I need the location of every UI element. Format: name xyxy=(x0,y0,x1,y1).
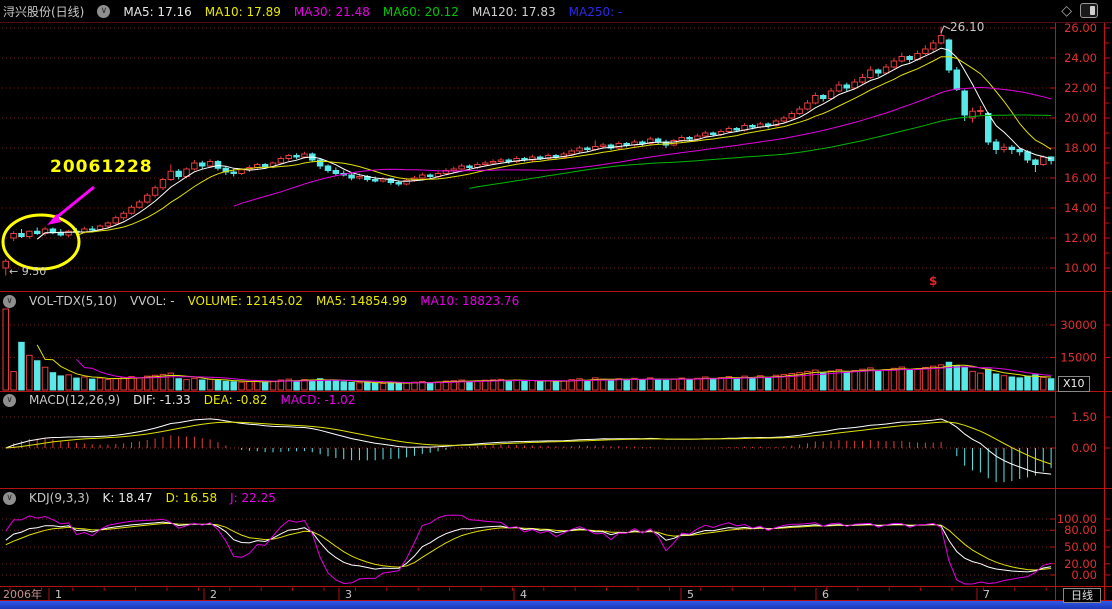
bottom-window-strip xyxy=(0,601,1112,609)
svg-text:2006年: 2006年 xyxy=(3,587,42,601)
ma10-value: MA10: 17.89 xyxy=(204,4,281,19)
d-value: D: 16.58 xyxy=(165,491,218,505)
svg-text:12.00: 12.00 xyxy=(1064,231,1097,245)
volume-pane-header: VOL-TDX(5,10) VVOL: - VOLUME: 12145.02 M… xyxy=(3,294,519,308)
svg-text:24.00: 24.00 xyxy=(1064,51,1097,65)
kdj-indicator-name: KDJ(9,3,3) xyxy=(29,491,90,505)
event-date-annotation: 20061228 xyxy=(50,157,153,177)
svg-text:0.00: 0.00 xyxy=(1071,568,1097,582)
collapse-main-icon[interactable] xyxy=(97,5,111,18)
svg-text:5: 5 xyxy=(687,588,694,601)
window-icon[interactable] xyxy=(1080,3,1098,18)
svg-text:20.00: 20.00 xyxy=(1064,557,1097,571)
svg-text:0.00: 0.00 xyxy=(1071,441,1097,455)
svg-text:15000: 15000 xyxy=(1060,351,1097,365)
dif-value: DIF: -1.33 xyxy=(133,393,191,407)
svg-text:6: 6 xyxy=(822,588,829,601)
peak-price-marker: 26.10 xyxy=(950,20,985,34)
left-arrow-icon: ← xyxy=(9,265,19,278)
svg-text:16.00: 16.00 xyxy=(1064,171,1097,185)
svg-text:2: 2 xyxy=(210,588,217,601)
volume-multiplier-badge: X10 xyxy=(1058,376,1090,392)
toolbar-icons xyxy=(1061,3,1098,18)
svg-text:80.00: 80.00 xyxy=(1064,523,1097,537)
ma250-value: MA250: - xyxy=(568,4,623,19)
period-selector[interactable]: 日线 xyxy=(1063,588,1101,603)
svg-text:3: 3 xyxy=(345,588,352,601)
svg-text:22.00: 22.00 xyxy=(1064,81,1097,95)
title-bar: 浔兴股份(日线) MA5: 17.16 MA10: 17.89 MA30: 21… xyxy=(3,3,622,20)
volume-ma10-value: MA10: 18823.76 xyxy=(420,294,520,308)
svg-text:1: 1 xyxy=(55,588,62,601)
svg-text:7: 7 xyxy=(983,588,990,601)
ma120-value: MA120: 17.83 xyxy=(471,4,556,19)
svg-text:10.00: 10.00 xyxy=(1064,261,1097,275)
svg-text:18.00: 18.00 xyxy=(1064,141,1097,155)
svg-text:50.00: 50.00 xyxy=(1064,540,1097,554)
svg-text:4: 4 xyxy=(520,588,527,601)
ma30-value: MA30: 21.48 xyxy=(293,4,370,19)
svg-text:1.50: 1.50 xyxy=(1071,410,1097,424)
kdj-pane-header: KDJ(9,3,3) K: 18.47 D: 16.58 J: 22.25 xyxy=(3,491,276,505)
vvol-value: VVOL: - xyxy=(130,294,175,308)
dividend-icon: $ xyxy=(929,274,938,288)
collapse-macd-icon[interactable] xyxy=(3,393,16,407)
macd-value: MACD: -1.02 xyxy=(280,393,356,407)
svg-text:20.00: 20.00 xyxy=(1064,111,1097,125)
low-price-marker: ← 9.50 xyxy=(9,265,46,278)
svg-text:30000: 30000 xyxy=(1060,318,1097,332)
macd-indicator-name: MACD(12,26,9) xyxy=(29,393,121,407)
j-value: J: 22.25 xyxy=(230,491,276,505)
dea-value: DEA: -0.82 xyxy=(203,393,268,407)
stock-title: 浔兴股份(日线) xyxy=(3,5,85,19)
k-value: K: 18.47 xyxy=(102,491,153,505)
ma5-value: MA5: 17.16 xyxy=(123,4,192,19)
volume-indicator-name: VOL-TDX(5,10) xyxy=(29,294,118,308)
diamond-icon[interactable] xyxy=(1061,4,1072,18)
svg-text:26.00: 26.00 xyxy=(1064,21,1097,35)
volume-value: VOLUME: 12145.02 xyxy=(187,294,303,308)
low-price-label: 9.50 xyxy=(21,265,47,278)
volume-ma5-value: MA5: 14854.99 xyxy=(315,294,408,308)
collapse-volume-icon[interactable] xyxy=(3,294,16,308)
svg-text:100.00: 100.00 xyxy=(1057,512,1097,526)
svg-text:14.00: 14.00 xyxy=(1064,201,1097,215)
ma60-value: MA60: 20.12 xyxy=(382,4,459,19)
macd-pane-header: MACD(12,26,9) DIF: -1.33 DEA: -0.82 MACD… xyxy=(3,393,355,407)
collapse-kdj-icon[interactable] xyxy=(3,491,16,505)
